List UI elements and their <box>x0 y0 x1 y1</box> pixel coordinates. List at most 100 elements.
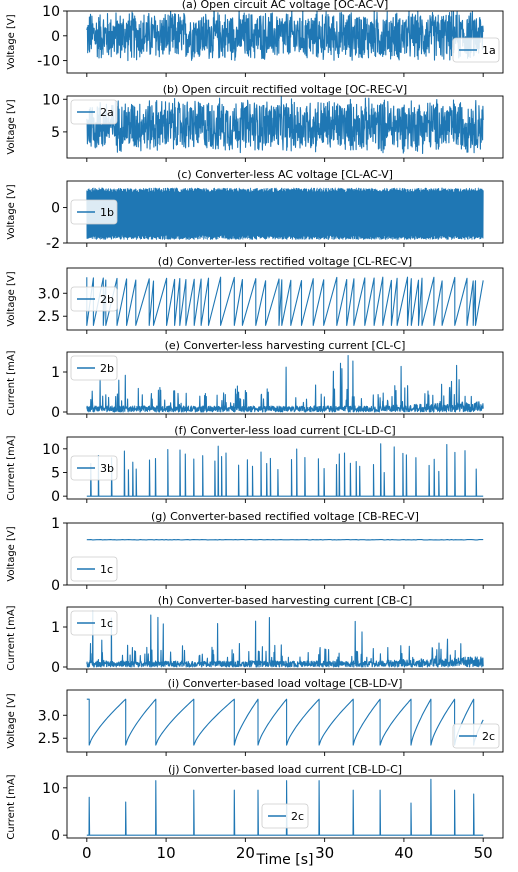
y-axis-label: Current [mA] <box>6 350 17 415</box>
y-tick-label: 1 <box>51 365 60 381</box>
legend: 2c <box>261 803 309 829</box>
series-group <box>86 443 484 497</box>
axes-frame <box>66 606 504 670</box>
y-axis-label: Voltage [V] <box>6 271 17 326</box>
series-group <box>86 354 484 413</box>
y-tick-label: 0 <box>51 405 60 421</box>
legend-label: 1b <box>100 206 114 219</box>
axes-frame <box>66 95 504 159</box>
series-group <box>86 187 484 240</box>
y-tick-label: 0 <box>51 489 60 505</box>
legend: 2b <box>70 355 118 381</box>
axes-frame <box>66 436 504 500</box>
y-tick-label: 0 <box>51 660 60 676</box>
x-tick-label: 0 <box>82 844 92 862</box>
series-group <box>86 698 484 746</box>
x-tick-label: 20 <box>236 844 255 862</box>
x-tick-label: 40 <box>394 844 413 862</box>
y-tick-label: 5 <box>51 125 60 141</box>
axes-frame <box>66 351 504 415</box>
y-tick-label: 1 <box>51 620 60 636</box>
panel-h: (h) Converter-based harvesting current [… <box>6 594 504 676</box>
legend: 1a <box>452 37 500 63</box>
y-tick-label: 0 <box>51 201 60 217</box>
panel-j: (j) Converter-based load current [CB-LD-… <box>6 763 504 844</box>
legend: 3b <box>70 455 118 481</box>
y-tick-label: 3.0 <box>38 286 60 302</box>
legend: 1c <box>70 556 118 582</box>
legend-label: 1c <box>100 563 113 576</box>
series-group <box>86 96 484 155</box>
y-tick-label: 3.0 <box>38 708 60 724</box>
y-axis-label: Voltage [V] <box>6 526 17 581</box>
y-tick-label: -10 <box>37 54 60 70</box>
legend: 2a <box>70 99 118 125</box>
y-tick-label: 2.5 <box>38 309 60 325</box>
y-axis-label: Voltage [V] <box>6 14 17 69</box>
legend-label: 1c <box>100 617 113 630</box>
legend-label: 1a <box>482 44 496 57</box>
y-axis-label: Current [mA] <box>6 605 17 670</box>
panel-i: (i) Converter-based load voltage [CB-LD-… <box>6 677 504 756</box>
y-axis-label: Voltage [V] <box>6 184 17 239</box>
series-group <box>86 610 484 668</box>
legend-label: 2b <box>100 293 114 306</box>
panel-title: (g) Converter-based rectified voltage [C… <box>151 510 419 523</box>
legend: 1b <box>70 199 118 225</box>
axes-frame <box>66 689 504 753</box>
chart-panels: (a) Open circuit AC voltage [OC-AC-V] Vol… <box>6 0 504 844</box>
panel-e: (e) Converter-less harvesting current [C… <box>6 339 504 421</box>
x-tick-label: 50 <box>474 844 493 862</box>
x-tick-label: 30 <box>315 844 334 862</box>
y-tick-label: 2.5 <box>38 731 60 747</box>
series-group <box>86 11 484 62</box>
panel-b: (b) Open circuit rectified voltage [OC-R… <box>6 83 504 162</box>
series-line-1a <box>86 11 484 62</box>
panel-title: (f) Converter-less load current [CL-LD-C… <box>174 424 395 437</box>
axes-frame <box>66 775 504 839</box>
legend-label: 2a <box>100 106 114 119</box>
series-line-2b <box>86 276 484 326</box>
axes-frame <box>66 180 504 244</box>
y-tick-label: 0 <box>51 828 60 844</box>
panel-c: (c) Converter-less AC voltage [CL-AC-V] V… <box>6 168 504 252</box>
panel-a: (a) Open circuit AC voltage [OC-AC-V] Vol… <box>6 0 504 77</box>
legend: 1c <box>70 610 118 636</box>
panel-title: (h) Converter-based harvesting current [… <box>158 594 413 607</box>
y-axis-label: Current [mA] <box>6 435 17 500</box>
y-axis-label: Voltage [V] <box>6 99 17 154</box>
axes-frame <box>66 10 504 74</box>
y-tick-label: 10 <box>42 781 60 797</box>
x-tick-label: 10 <box>157 844 176 862</box>
panel-f: (f) Converter-less load current [CL-LD-C… <box>6 424 504 505</box>
y-tick-label: 0 <box>51 29 60 45</box>
x-axis-label: Time [s] <box>256 852 314 868</box>
y-tick-label: 10 <box>42 442 60 458</box>
panel-title: (b) Open circuit rectified voltage [OC-R… <box>163 83 407 96</box>
series-line-2b <box>86 354 484 413</box>
legend-label: 2c <box>482 730 495 743</box>
panel-g: (g) Converter-based rectified voltage [C… <box>6 510 504 594</box>
series-line-2a <box>86 96 484 155</box>
panel-title: (a) Open circuit AC voltage [OC-AC-V] <box>182 0 389 11</box>
panel-title: (i) Converter-based load voltage [CB-LD-… <box>168 677 403 690</box>
y-axis-label: Current [mA] <box>6 774 17 839</box>
shared-x-axis: 0 10 20 30 40 50 <box>82 844 493 862</box>
y-axis-label: Voltage [V] <box>6 693 17 748</box>
legend-label: 3b <box>100 462 114 475</box>
axes-frame <box>66 267 504 331</box>
series-group <box>86 778 484 836</box>
series-line-1c <box>86 610 484 668</box>
panel-title: (d) Converter-less rectified voltage [CL… <box>158 255 412 268</box>
legend-label: 2c <box>291 810 304 823</box>
legend-label: 2b <box>100 362 114 375</box>
panel-title: (e) Converter-less harvesting current [C… <box>165 339 406 352</box>
y-tick-label: 0 <box>51 578 60 594</box>
panel-d: (d) Converter-less rectified voltage [CL… <box>6 255 504 334</box>
y-tick-label: -2 <box>46 236 60 252</box>
panel-title: (c) Converter-less AC voltage [CL-AC-V] <box>177 168 393 181</box>
axes-frame <box>66 522 504 586</box>
legend: 2c <box>452 723 500 749</box>
y-tick-label: 5 <box>51 465 60 481</box>
